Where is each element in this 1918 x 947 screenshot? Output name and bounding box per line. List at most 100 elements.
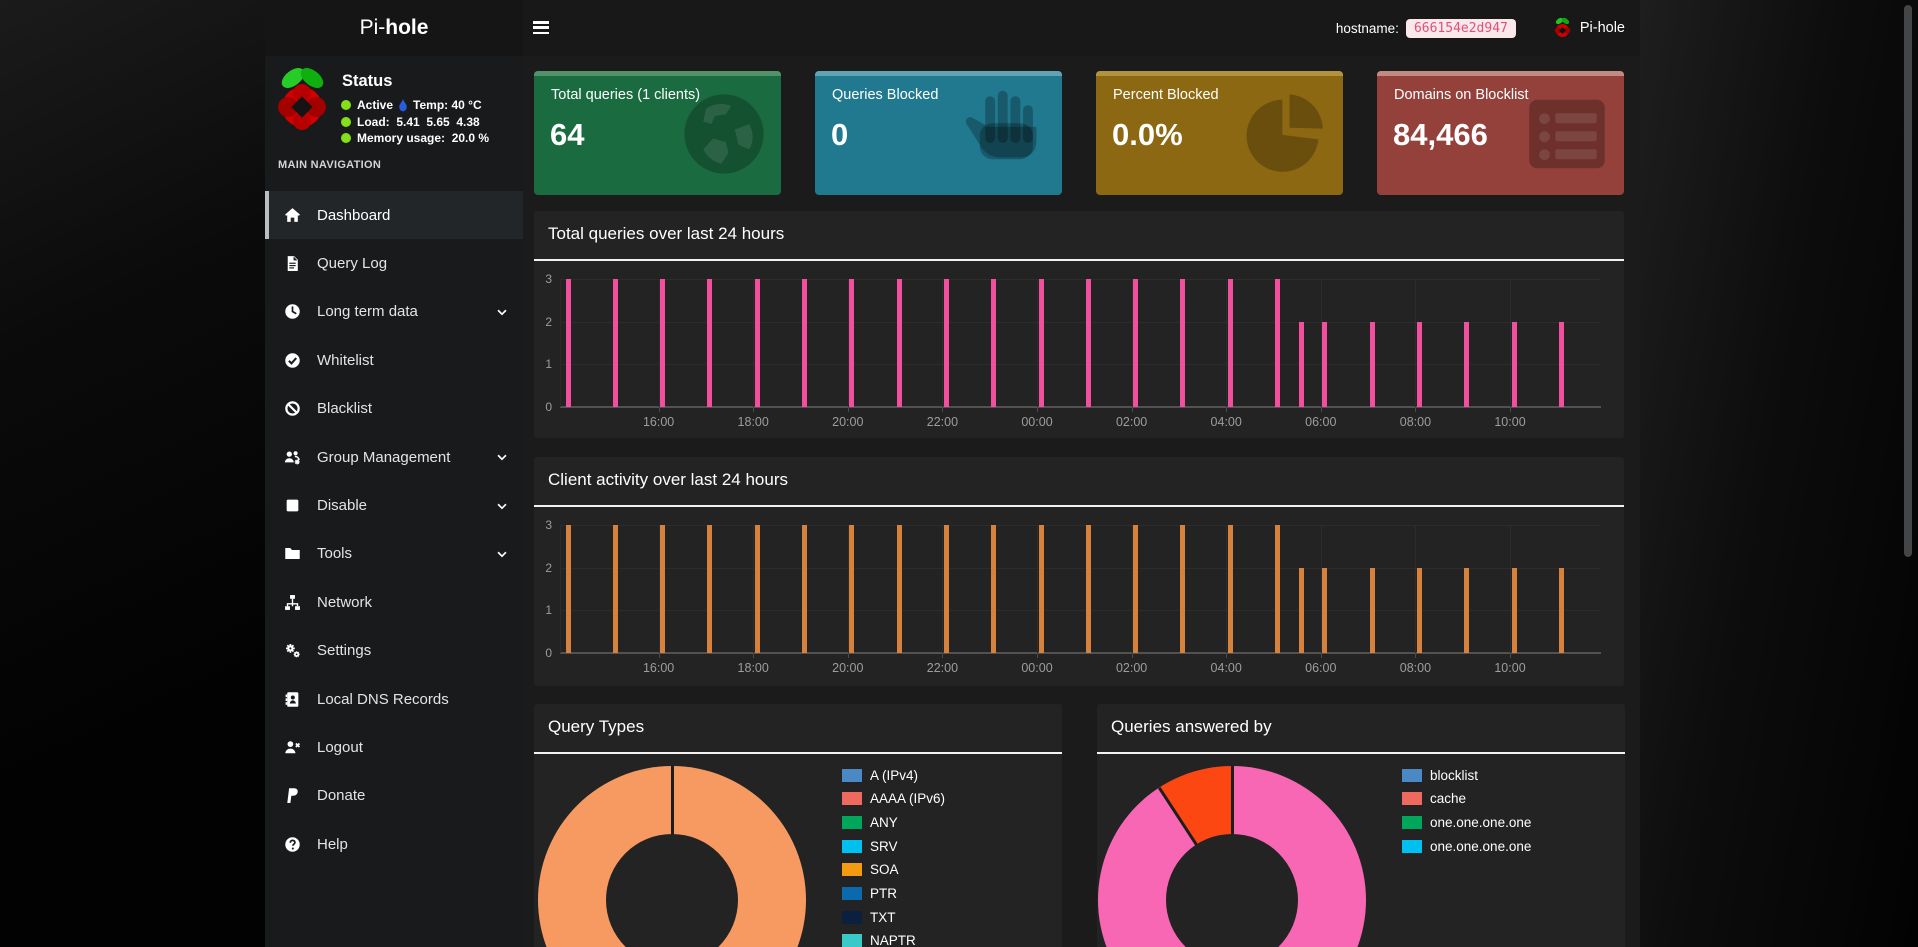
sidebar-item-blacklist[interactable]: Blacklist [265, 385, 523, 433]
status-dot-icon [341, 116, 351, 127]
x-axis-tick: 22:00 [926, 415, 959, 429]
x-axis-tick: 16:00 [642, 415, 675, 429]
legend-item[interactable]: PTR [842, 885, 945, 901]
sidebar-item-group-management[interactable]: Group Management [265, 433, 523, 481]
legend-item[interactable]: blocklist [1402, 768, 1531, 783]
y-axis-tick: 2 [545, 560, 552, 575]
title-separator [1097, 752, 1625, 754]
backdrop-left [0, 0, 265, 947]
chevron-down-icon [495, 499, 509, 513]
x-axis-tick: 04:00 [1210, 661, 1242, 675]
query-bar [707, 525, 713, 653]
legend-item[interactable]: one.one.one.one [1402, 839, 1531, 854]
y-axis-tick: 3 [545, 272, 552, 286]
top-navbar: Pi-hole hostname: 666154e2d947 [265, 0, 1640, 56]
page-scrollbar-thumb[interactable] [1904, 5, 1912, 557]
query-bar [1133, 279, 1139, 407]
card-label: Queries Blocked [832, 87, 939, 103]
sidebar-item-help[interactable]: Help [265, 820, 523, 868]
x-axis-tick: 08:00 [1399, 415, 1432, 429]
status-dot-icon [341, 132, 351, 143]
query-bar [1298, 321, 1304, 407]
query-bar [1464, 567, 1470, 653]
summary-card-percent-blocked: Percent Blocked 0.0% [1096, 71, 1343, 195]
title-separator [534, 752, 1062, 754]
query-bar [612, 279, 618, 407]
legend-swatch [842, 839, 862, 853]
sidebar-item-logout[interactable]: Logout [265, 723, 523, 771]
home-icon [284, 207, 301, 224]
status-row-text: Memory usage: 20.0 % [357, 130, 490, 145]
query-bar [802, 525, 807, 653]
sidebar-item-label: Dashboard [317, 206, 391, 224]
sidebar-item-settings[interactable]: Settings [265, 627, 523, 675]
query-bar [1416, 321, 1422, 407]
sidebar-item-dashboard[interactable]: Dashboard [265, 191, 523, 240]
card-value: 0.0% [1112, 117, 1183, 152]
sidebar-toggle-button[interactable] [533, 21, 549, 34]
query-bar [565, 525, 571, 653]
legend-item[interactable]: NAPTR [842, 933, 945, 947]
user-logout-icon [284, 739, 301, 756]
legend-swatch [1402, 768, 1422, 782]
query-bar [991, 525, 997, 653]
x-axis-tick: 10:00 [1494, 661, 1526, 675]
legend-item[interactable]: cache [1402, 791, 1531, 806]
legend-item[interactable]: SOA [842, 862, 945, 877]
stop-icon [284, 497, 301, 514]
sidebar-item-long-term-data[interactable]: Long term data [265, 288, 523, 336]
status-row-0: Active Temp: 40 °C [341, 97, 489, 113]
sidebar-item-donate[interactable]: Donate [265, 772, 523, 820]
question-circle-icon [284, 836, 301, 853]
sidebar-item-disable[interactable]: Disable [265, 481, 523, 529]
sidebar-item-tools[interactable]: Tools [265, 530, 523, 578]
legend-label: NAPTR [870, 933, 916, 947]
legend-swatch [842, 815, 862, 829]
sidebar-nav: Dashboard Query Log Long term data Whitelis… [265, 191, 523, 868]
query-bar [991, 279, 997, 407]
query-bar [707, 279, 713, 407]
chart-title: Total queries over last 24 hours [548, 224, 785, 243]
chart-legend: blocklist cache one.one.one.one one.one.one… [1402, 768, 1531, 863]
x-axis-tick: 20:00 [832, 415, 864, 429]
legend-item[interactable]: SRV [842, 839, 945, 854]
sidebar-item-query-log[interactable]: Query Log [265, 239, 523, 287]
sidebar-item-label: Donate [317, 787, 366, 805]
legend-item[interactable]: A (IPv4) [842, 768, 945, 783]
card-top-strip [815, 71, 1062, 76]
card-top-strip [1377, 71, 1624, 76]
sidebar-item-label: Disable [317, 497, 368, 515]
x-axis-tick: 16:00 [642, 661, 675, 675]
list-icon [1522, 89, 1612, 179]
summary-cards-row: Total queries (1 clients) 64 Queries Block… [534, 71, 1624, 195]
query-bar [1180, 525, 1186, 653]
legend-label: PTR [870, 885, 897, 901]
sidebar-item-whitelist[interactable]: Whitelist [265, 336, 523, 384]
sidebar-item-network[interactable]: Network [265, 578, 523, 626]
sidebar-item-local-dns-records[interactable]: Local DNS Records [265, 675, 523, 723]
legend-item[interactable]: TXT [842, 910, 945, 925]
summary-card-queries-blocked: Queries Blocked 0 [815, 71, 1062, 195]
query-bar [849, 525, 855, 653]
chart-title: Client activity over last 24 hours [548, 470, 788, 489]
query-bar [1464, 321, 1470, 407]
query-bar [1416, 567, 1422, 653]
legend-item[interactable]: ANY [842, 815, 945, 830]
app-logo[interactable]: Pi-hole [265, 0, 523, 56]
globe-icon [679, 89, 769, 179]
title-separator [534, 259, 1624, 261]
x-axis-tick: 06:00 [1305, 661, 1337, 675]
legend-item[interactable]: one.one.one.one [1402, 815, 1531, 830]
legend-swatch [842, 886, 862, 900]
main-navigation-heading: MAIN NAVIGATION [278, 159, 382, 171]
status-dot-icon [341, 100, 351, 111]
pihole-brand-link[interactable]: Pi-hole [1579, 20, 1625, 36]
x-axis-tick: 00:00 [1021, 415, 1053, 429]
query-bar [1369, 567, 1375, 653]
total-queries-chart-box: Total queries over last 24 hours 0 1 2 3 16:0… [534, 211, 1624, 438]
query-bar [1085, 525, 1091, 653]
sidebar-item-label: Tools [317, 545, 353, 563]
legend-item[interactable]: AAAA (IPv6) [842, 791, 945, 806]
status-row-text: Active [357, 98, 394, 113]
